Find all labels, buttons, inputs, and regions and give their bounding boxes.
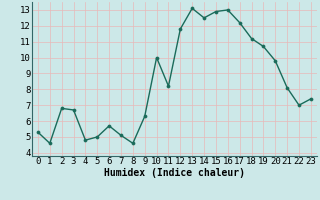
X-axis label: Humidex (Indice chaleur): Humidex (Indice chaleur) [104,168,245,178]
